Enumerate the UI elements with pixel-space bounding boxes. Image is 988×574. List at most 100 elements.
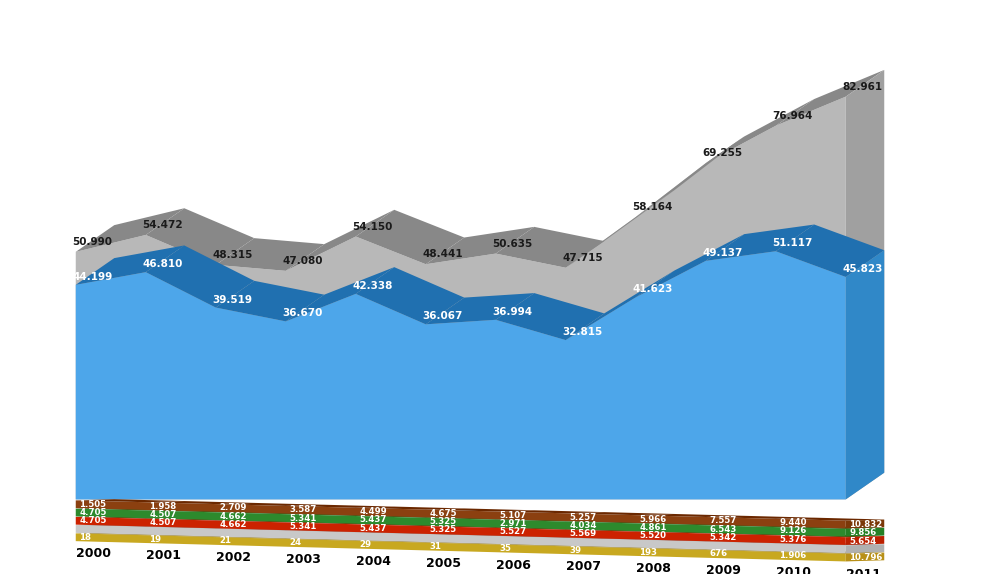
Polygon shape — [496, 227, 605, 267]
Text: 41.623: 41.623 — [632, 284, 673, 294]
Polygon shape — [76, 525, 846, 553]
Polygon shape — [705, 516, 814, 519]
Polygon shape — [566, 512, 674, 515]
Polygon shape — [356, 507, 464, 510]
Text: 48.315: 48.315 — [212, 250, 253, 260]
Text: 5.966: 5.966 — [639, 514, 667, 523]
Polygon shape — [846, 544, 884, 553]
Text: 5.437: 5.437 — [360, 515, 386, 525]
Text: 4.507: 4.507 — [149, 518, 177, 527]
Polygon shape — [566, 529, 674, 532]
Text: 5.341: 5.341 — [289, 522, 316, 531]
Text: 2005: 2005 — [426, 557, 460, 569]
Text: 5.520: 5.520 — [639, 531, 666, 540]
Text: 1.958: 1.958 — [149, 502, 177, 511]
Text: 18: 18 — [79, 533, 91, 542]
Polygon shape — [426, 509, 535, 511]
Polygon shape — [496, 510, 605, 513]
Text: 51.117: 51.117 — [773, 238, 812, 249]
Polygon shape — [76, 246, 184, 285]
Text: 4.662: 4.662 — [219, 511, 247, 521]
Polygon shape — [705, 549, 814, 552]
Polygon shape — [76, 501, 846, 529]
Polygon shape — [566, 537, 674, 540]
Polygon shape — [76, 509, 846, 537]
Polygon shape — [426, 525, 535, 528]
Text: 2002: 2002 — [215, 551, 251, 564]
Text: 24: 24 — [289, 538, 301, 547]
Polygon shape — [496, 535, 605, 538]
Text: 4.705: 4.705 — [79, 516, 107, 525]
Polygon shape — [776, 70, 884, 126]
Text: 9.126: 9.126 — [780, 526, 806, 536]
Text: 6.543: 6.543 — [709, 525, 737, 534]
Polygon shape — [566, 545, 674, 548]
Polygon shape — [705, 532, 814, 536]
Text: 42.338: 42.338 — [353, 281, 392, 291]
Polygon shape — [76, 517, 846, 545]
Polygon shape — [776, 550, 884, 554]
Polygon shape — [846, 528, 884, 537]
Polygon shape — [566, 191, 674, 267]
Text: 2009: 2009 — [705, 564, 741, 574]
Text: 676: 676 — [709, 549, 727, 559]
Text: 1.505: 1.505 — [79, 500, 107, 509]
Polygon shape — [76, 499, 184, 502]
Text: 2010: 2010 — [776, 566, 811, 574]
Polygon shape — [76, 532, 184, 535]
Text: 5.107: 5.107 — [499, 511, 527, 520]
Polygon shape — [635, 547, 744, 550]
Text: 21: 21 — [219, 537, 231, 545]
Text: 31: 31 — [429, 542, 442, 551]
Text: 4.861: 4.861 — [639, 523, 667, 532]
Text: 5.342: 5.342 — [709, 533, 737, 542]
Text: 76.964: 76.964 — [773, 111, 812, 121]
Text: 4.662: 4.662 — [219, 520, 247, 529]
Polygon shape — [566, 521, 674, 523]
Text: 2001: 2001 — [146, 549, 181, 563]
Text: 9.856: 9.856 — [850, 528, 876, 537]
Polygon shape — [215, 519, 324, 522]
Text: 54.472: 54.472 — [142, 220, 183, 230]
Text: 9.440: 9.440 — [780, 518, 807, 527]
Text: 2006: 2006 — [496, 559, 531, 572]
Polygon shape — [776, 526, 884, 529]
Polygon shape — [846, 536, 884, 545]
Text: 2004: 2004 — [356, 555, 390, 568]
Polygon shape — [146, 246, 254, 308]
Text: 45.823: 45.823 — [842, 264, 882, 274]
Text: 10.796: 10.796 — [850, 553, 882, 562]
Text: 2008: 2008 — [635, 562, 671, 574]
Polygon shape — [776, 542, 884, 545]
Text: 39.519: 39.519 — [212, 294, 252, 305]
Text: 5.341: 5.341 — [289, 514, 316, 522]
Polygon shape — [426, 541, 535, 545]
Polygon shape — [846, 70, 884, 499]
Polygon shape — [76, 524, 184, 527]
Text: 69.255: 69.255 — [702, 148, 742, 158]
Polygon shape — [705, 99, 814, 163]
Text: 32.815: 32.815 — [562, 327, 603, 337]
Polygon shape — [286, 505, 394, 508]
Polygon shape — [356, 540, 464, 542]
Text: 47.080: 47.080 — [283, 256, 323, 266]
Polygon shape — [286, 529, 394, 533]
Text: 36.067: 36.067 — [422, 311, 462, 321]
Polygon shape — [146, 501, 254, 504]
Text: 82.961: 82.961 — [842, 82, 882, 92]
Polygon shape — [846, 553, 884, 561]
Polygon shape — [635, 539, 744, 542]
Polygon shape — [146, 509, 254, 513]
Polygon shape — [215, 528, 324, 531]
Polygon shape — [705, 224, 814, 261]
Text: 3.587: 3.587 — [289, 505, 316, 514]
Polygon shape — [356, 532, 464, 534]
Polygon shape — [496, 293, 605, 340]
Polygon shape — [846, 250, 884, 499]
Text: 46.810: 46.810 — [142, 259, 183, 269]
Polygon shape — [146, 208, 254, 265]
Text: 50.990: 50.990 — [72, 237, 113, 247]
Text: 5.376: 5.376 — [780, 535, 806, 544]
Polygon shape — [76, 208, 184, 252]
Polygon shape — [356, 515, 464, 518]
